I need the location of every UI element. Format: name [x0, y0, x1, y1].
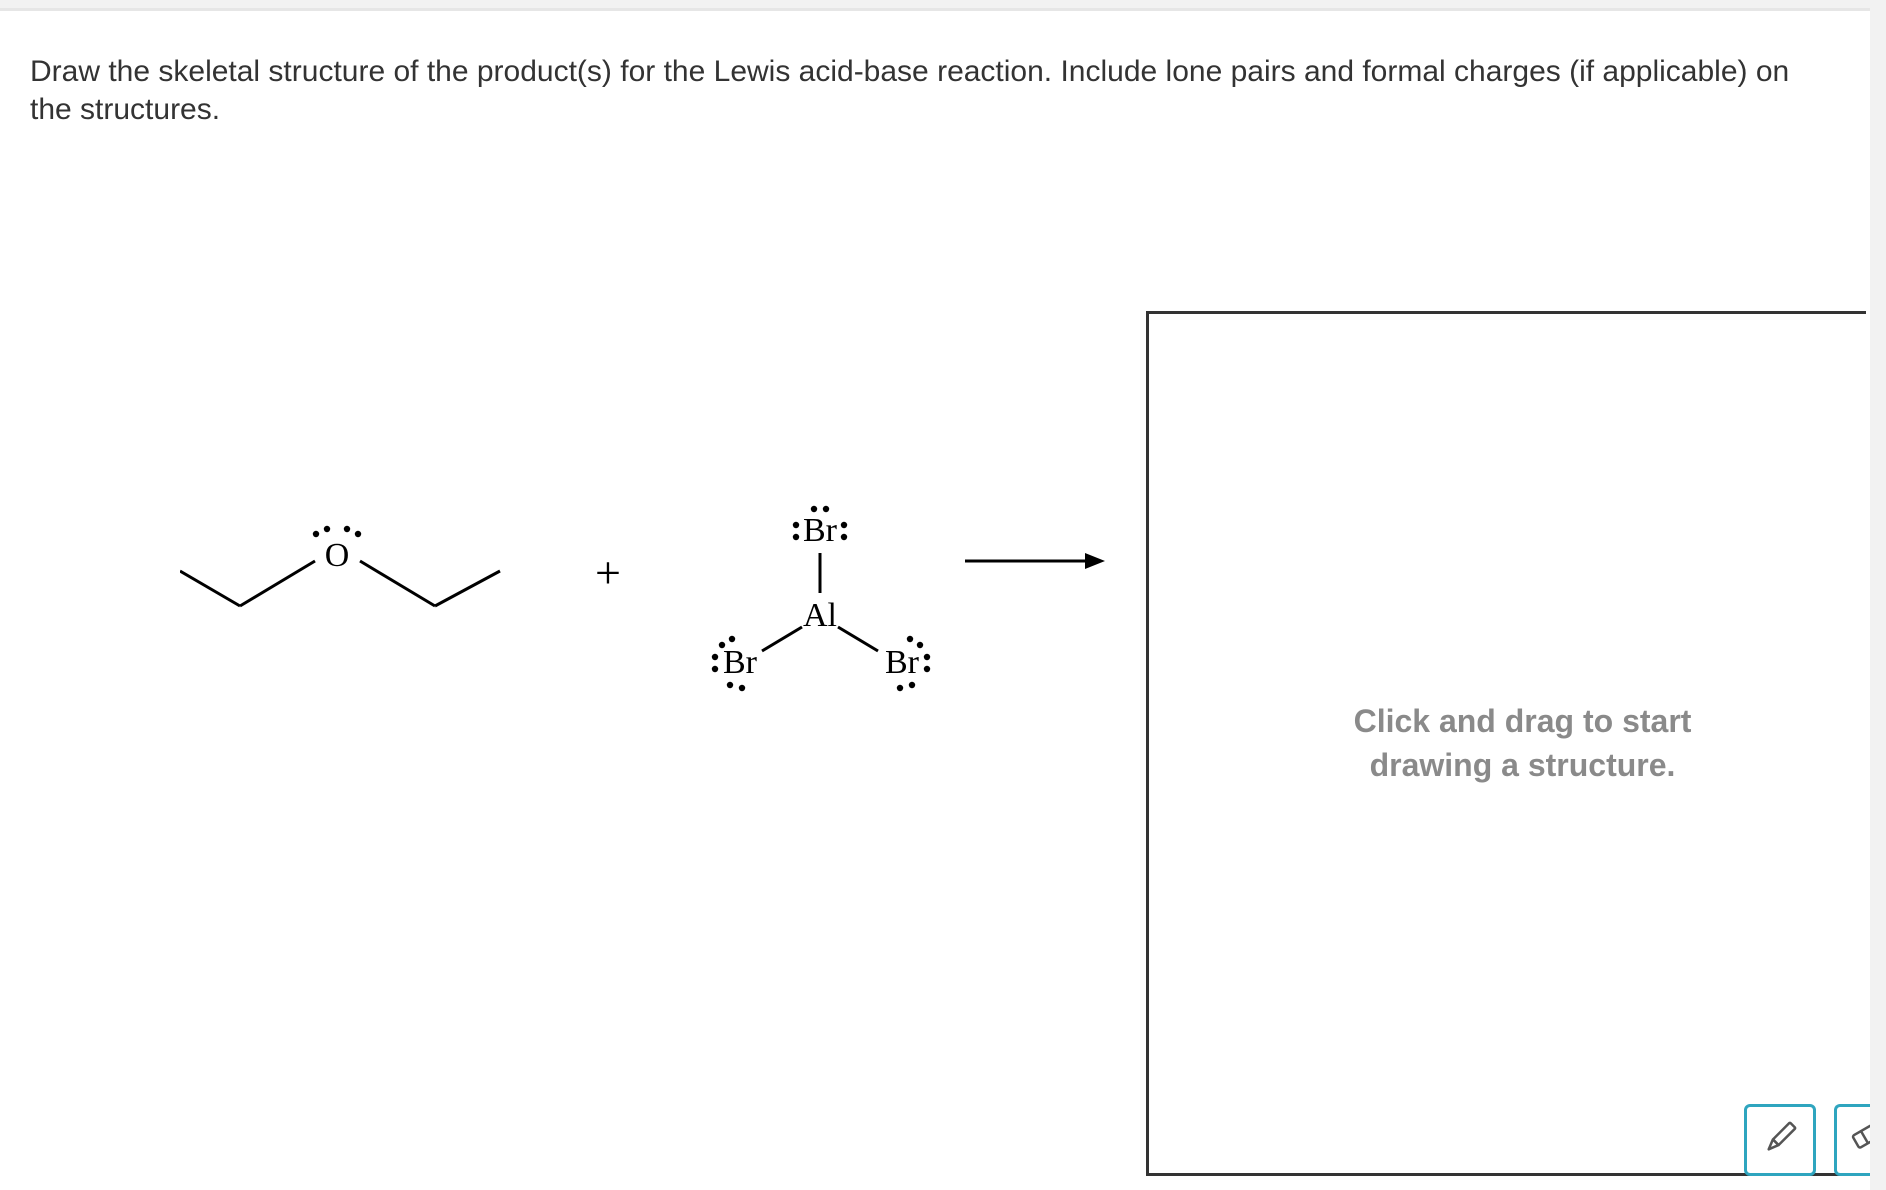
- question-text: Draw the skeletal structure of the produ…: [30, 53, 1830, 130]
- reactant-albr3: Al Br Br: [690, 461, 950, 726]
- svg-text:O: O: [325, 537, 350, 574]
- drawing-canvas[interactable]: Click and drag to start drawing a struct…: [1146, 311, 1866, 1176]
- reaction-area: O + Al Br: [0, 161, 1870, 861]
- svg-text:Br: Br: [885, 644, 920, 681]
- svg-text:Br: Br: [803, 512, 838, 549]
- pencil-icon: [1758, 1116, 1802, 1165]
- eraser-tool-button[interactable]: [1834, 1104, 1870, 1176]
- reactant-ether: O: [180, 511, 540, 636]
- question-panel: Draw the skeletal structure of the produ…: [0, 8, 1870, 1190]
- placeholder-line2: drawing a structure.: [1370, 747, 1676, 783]
- drawing-placeholder: Click and drag to start drawing a struct…: [1149, 700, 1866, 786]
- drawing-toolbar: [1744, 1100, 1870, 1180]
- placeholder-line1: Click and drag to start: [1354, 703, 1692, 739]
- eraser-icon: [1843, 1116, 1870, 1165]
- reaction-arrow: [965, 541, 1115, 586]
- svg-text:Br: Br: [723, 644, 758, 681]
- pencil-tool-button[interactable]: [1744, 1104, 1816, 1176]
- plus-sign: +: [595, 546, 621, 599]
- svg-text:Al: Al: [803, 597, 837, 634]
